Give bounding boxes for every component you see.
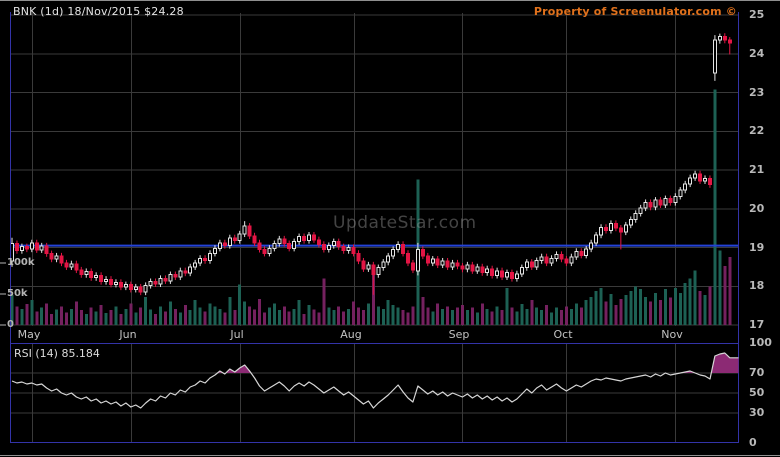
volume-tick-label: 0 (7, 319, 14, 330)
chart-title: BNK (1d) 18/Nov/2015 $24.28 (13, 5, 184, 18)
month-tick-label: Sep (448, 328, 470, 341)
month-tick-label: Jul (230, 328, 244, 341)
price-tick-label: 17 (749, 318, 765, 331)
rsi-tick-label: 70 (749, 366, 765, 379)
top-edge-line (0, 0, 780, 1)
property-notice: Property of Screenulator.com © (533, 5, 737, 18)
volume-tick-label: 50k (7, 288, 28, 299)
price-tick-label: 24 (749, 46, 765, 60)
price-tick-label: 21 (749, 163, 765, 176)
price-tick-label: 18 (749, 279, 765, 293)
month-tick-label: Jun (119, 328, 137, 341)
bottom-edge-line (0, 455, 780, 456)
site-watermark: UpdateStar.com (333, 213, 477, 233)
rsi-tick-label: 0 (749, 436, 757, 449)
price-tick-label: 22 (749, 124, 765, 138)
month-tick-label: Nov (661, 328, 683, 341)
rsi-indicator-label: RSI (14) 85.184 (14, 347, 100, 360)
rsi-tick-label: 100 (749, 336, 772, 349)
month-tick-label: Aug (340, 328, 362, 341)
price-tick-label: 19 (749, 240, 765, 254)
volume-tick-label: 100k (7, 257, 35, 268)
rsi-tick-label: 30 (749, 406, 765, 419)
price-tick-label: 23 (749, 85, 765, 99)
month-tick-label: May (17, 328, 41, 341)
price-tick-label: 20 (749, 201, 765, 215)
month-tick-label: Oct (553, 328, 573, 341)
price-tick-label: 25 (749, 8, 765, 21)
rsi-tick-label: 50 (749, 386, 765, 399)
